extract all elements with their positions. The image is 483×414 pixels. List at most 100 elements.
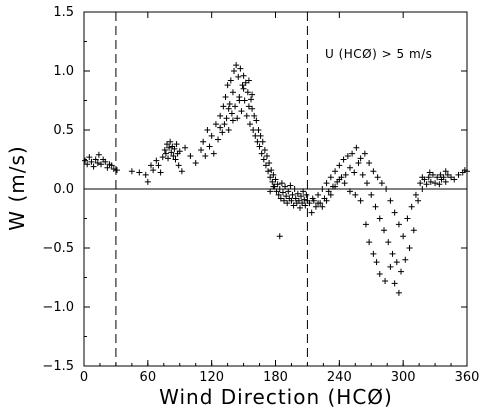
y-tick-label: 1.5 (53, 5, 74, 20)
data-point (276, 233, 283, 240)
data-point (267, 174, 274, 181)
data-point (406, 245, 413, 251)
data-point (245, 77, 252, 84)
data-point (391, 280, 398, 287)
data-point (285, 188, 292, 195)
data-point (270, 171, 277, 178)
data-point (298, 193, 305, 200)
data-point (323, 180, 330, 187)
data-point (159, 154, 166, 161)
data-point (355, 160, 362, 167)
data-point (373, 259, 380, 266)
data-point (257, 132, 264, 139)
data-point (289, 191, 296, 198)
data-point (86, 154, 93, 161)
data-point (231, 68, 238, 74)
data-point (283, 193, 290, 200)
data-point (217, 112, 224, 119)
data-point (258, 150, 265, 157)
data-point (410, 227, 417, 234)
data-point (202, 152, 209, 159)
data-point (102, 158, 109, 165)
y-tick-label: 1.0 (53, 64, 74, 79)
data-point (233, 62, 240, 69)
data-point (419, 174, 426, 181)
data-point (94, 160, 101, 167)
data-point (168, 149, 175, 156)
data-point (359, 171, 366, 178)
data-point (464, 168, 470, 175)
data-point (426, 169, 433, 176)
data-point (346, 164, 353, 171)
data-point (389, 250, 396, 257)
data-point (346, 188, 353, 195)
data-point (372, 203, 379, 210)
x-tick-label: 60 (140, 370, 157, 385)
data-point (444, 171, 451, 178)
data-point (440, 174, 447, 181)
data-point (295, 197, 302, 204)
data-point (300, 188, 307, 195)
data-point (217, 124, 224, 131)
data-point (238, 108, 245, 115)
data-point (432, 180, 439, 187)
data-point (296, 204, 303, 211)
data-point (170, 152, 177, 159)
data-point (451, 176, 458, 183)
data-point (178, 168, 185, 175)
data-point (319, 203, 326, 210)
data-point (157, 169, 164, 176)
data-point (228, 110, 235, 117)
data-point (241, 97, 248, 104)
data-point (273, 188, 280, 195)
data-point (150, 167, 157, 174)
data-point (315, 191, 322, 198)
data-point (142, 171, 149, 178)
data-point (261, 147, 268, 154)
data-point (385, 239, 392, 246)
x-tick-label: 120 (199, 370, 224, 385)
data-point (234, 115, 241, 122)
data-point (270, 183, 277, 190)
data-point (278, 180, 285, 187)
data-point (240, 85, 247, 92)
data-point (294, 190, 301, 197)
x-tick-label: 300 (391, 370, 416, 385)
data-point (319, 186, 326, 192)
data-point (225, 127, 232, 133)
data-point (417, 180, 424, 187)
data-point (436, 181, 443, 188)
data-point (349, 150, 356, 157)
data-point (292, 195, 299, 202)
data-point (182, 144, 189, 151)
data-point (90, 163, 97, 170)
data-point (220, 103, 227, 110)
data-point (315, 200, 322, 207)
data-point (266, 160, 273, 167)
data-point (368, 191, 375, 198)
data-point (246, 121, 253, 128)
data-point (208, 132, 215, 139)
y-tick-label: −1.0 (42, 300, 74, 315)
data-point (239, 82, 246, 89)
data-point (98, 161, 105, 168)
data-point (259, 138, 266, 145)
data-point (187, 152, 194, 159)
data-point (323, 197, 330, 204)
data-point (263, 152, 270, 159)
data-point (437, 171, 444, 178)
data-point (361, 150, 368, 157)
data-point (243, 112, 250, 119)
data-point (387, 263, 394, 270)
x-tick-label: 180 (263, 370, 288, 385)
data-point (166, 144, 173, 151)
data-point (153, 157, 160, 164)
data-point (235, 73, 242, 80)
data-point (303, 191, 310, 198)
data-point (175, 162, 182, 169)
data-point (224, 82, 231, 89)
data-point (260, 156, 267, 163)
data-point (276, 186, 283, 192)
